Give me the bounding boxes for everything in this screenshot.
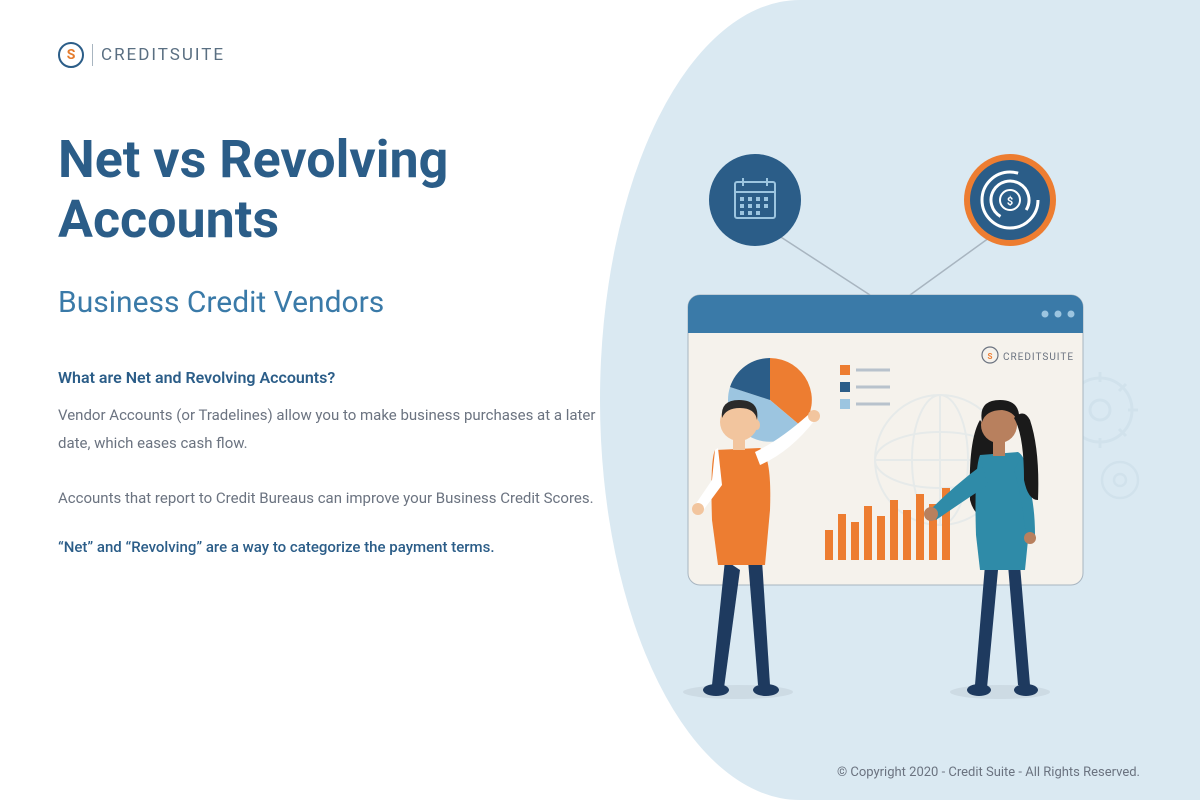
highlight-text: “Net” and “Revolving” are a way to categ… [58, 538, 598, 556]
brand-logo: S CREDITSUITE [58, 42, 225, 68]
bar [903, 510, 911, 560]
footer-copyright: © Copyright 2020 - Credit Suite - All Ri… [837, 765, 1140, 780]
bar [864, 506, 872, 560]
illustration-svg: $ S CREDITSUITE [640, 140, 1140, 700]
svg-text:CREDITSUITE: CREDITSUITE [1003, 352, 1074, 363]
window-dot [1055, 311, 1062, 318]
window-dot [1042, 311, 1049, 318]
bar [916, 494, 924, 560]
logo-icon: S [58, 42, 84, 68]
connector-line [910, 230, 1000, 295]
paragraph-1: Vendor Accounts (or Tradelines) allow yo… [58, 401, 598, 458]
bar [851, 522, 859, 560]
bar [825, 530, 833, 560]
calendar-badge [709, 154, 801, 246]
bar [890, 500, 898, 560]
svg-text:$: $ [1007, 195, 1013, 208]
gear-icon-small [1102, 462, 1138, 498]
question-heading: What are Net and Revolving Accounts? [58, 368, 598, 387]
illustration-container: $ S CREDITSUITE [640, 140, 1140, 700]
svg-text:S: S [988, 352, 993, 361]
paragraph-2: Accounts that report to Credit Bureaus c… [58, 484, 598, 513]
bar [877, 516, 885, 560]
bar [838, 514, 846, 560]
connector-line [770, 230, 870, 295]
logo-divider [92, 44, 93, 66]
main-content: Net vs Revolving Accounts Business Credi… [58, 130, 598, 556]
logo-text: CREDITSUITE [101, 45, 225, 65]
page-subtitle: Business Credit Vendors [58, 285, 598, 320]
logo-icon-letter: S [67, 47, 76, 63]
window-dot [1068, 311, 1075, 318]
page-title: Net vs Revolving Accounts [58, 130, 598, 250]
